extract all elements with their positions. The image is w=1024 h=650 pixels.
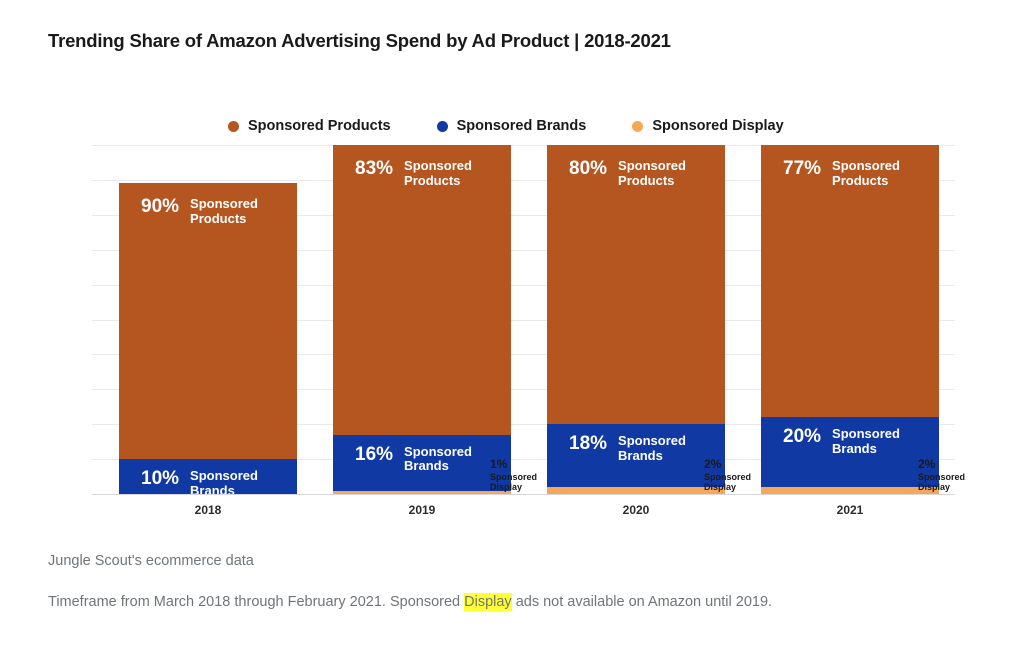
segment-name-label: Sponsored Products <box>190 196 258 226</box>
legend-item-sponsored-products[interactable]: Sponsored Products <box>228 118 391 134</box>
footnote-note-before: Timeframe from March 2018 through Februa… <box>48 594 465 610</box>
display-percent-label: 2% <box>704 457 722 471</box>
bar-segment-sponsored-display[interactable] <box>547 487 725 494</box>
bar-segment-sponsored-display[interactable] <box>333 490 511 494</box>
footnote-note-after: ads not available on Amazon until 2019. <box>511 594 773 610</box>
chart-legend: Sponsored Products Sponsored Brands Spon… <box>228 118 784 134</box>
display-callout-2021: 2% Sponsored Display <box>918 457 980 492</box>
display-name-label: Sponsored Display <box>490 471 538 492</box>
gridline <box>92 389 955 391</box>
gridline <box>92 179 955 181</box>
segment-name-label: Sponsored Brands <box>404 443 472 474</box>
x-axis-tick-label-2018: 2018 <box>194 503 222 517</box>
segment-percent-label: 10% <box>141 468 180 490</box>
bar-segment-sponsored-display[interactable] <box>761 487 939 494</box>
bar-segment-sponsored-products[interactable]: 83% Sponsored Products <box>333 145 511 435</box>
legend-item-sponsored-brands[interactable]: Sponsored Brands <box>436 118 587 134</box>
gridline <box>92 214 955 216</box>
segment-name-label: Sponsored Brands <box>618 433 686 463</box>
legend-dot-icon <box>632 120 644 132</box>
page-title: Trending Share of Amazon Advertising Spe… <box>48 30 671 51</box>
legend-dot-icon <box>436 120 448 132</box>
legend-item-label: Sponsored Brands <box>456 118 587 134</box>
chart-plot-area: 100% 90% 80% 70% 60% 50% 40% 30% 20% 10%… <box>92 145 965 517</box>
segment-percent-label: 20% <box>783 426 822 448</box>
bar-segment-sponsored-brands[interactable]: 20% Sponsored Brands <box>761 417 939 487</box>
segment-percent-label: 18% <box>569 433 608 455</box>
gridline <box>92 319 955 321</box>
segment-name-label: Sponsored Products <box>404 158 472 188</box>
display-callout-2020: 2% Sponsored Display <box>704 457 766 492</box>
legend-item-label: Sponsored Display <box>652 118 784 134</box>
bar-segment-sponsored-products[interactable]: 90% Sponsored Products <box>119 183 297 460</box>
gridline <box>92 249 955 251</box>
x-axis-tick-label-2020: 2020 <box>622 503 650 517</box>
bar-segment-sponsored-brands[interactable]: 16% Sponsored Brands <box>333 434 511 491</box>
display-name-label: Sponsored Display <box>918 471 966 492</box>
x-axis-tick-label-2021: 2021 <box>836 503 864 517</box>
display-name-label: Sponsored Display <box>704 471 752 492</box>
bar-segment-sponsored-products[interactable]: 80% Sponsored Products <box>547 145 725 425</box>
display-percent-label: 1% <box>490 457 508 471</box>
segment-percent-label: 90% <box>141 196 180 218</box>
bar-group-2018[interactable]: 90% Sponsored Products 10% Sponsored Bra… <box>119 183 297 494</box>
bar-group-2020[interactable]: 80% Sponsored Products 18% Sponsored Bra… <box>547 145 725 494</box>
footnote-note-highlight: Display <box>464 593 512 611</box>
bar-group-2019[interactable]: 83% Sponsored Products 16% Sponsored Bra… <box>333 145 511 494</box>
footnote-note: Timeframe from March 2018 through Februa… <box>48 593 773 611</box>
gridline <box>92 354 955 356</box>
bar-segment-sponsored-products[interactable]: 77% Sponsored Products <box>761 145 939 418</box>
segment-percent-label: 16% <box>355 443 394 465</box>
segment-percent-label: 77% <box>783 158 822 180</box>
bar-segment-sponsored-brands[interactable]: 18% Sponsored Brands <box>547 424 725 487</box>
segment-name-label: Sponsored Products <box>618 158 686 188</box>
segment-name-label: Sponsored Brands <box>832 426 900 456</box>
legend-dot-icon <box>228 120 239 132</box>
x-axis-tick-label-2019: 2019 <box>408 503 436 517</box>
gridline <box>92 424 955 426</box>
gridline <box>92 459 955 461</box>
segment-percent-label: 83% <box>355 158 394 180</box>
bar-segment-sponsored-brands[interactable]: 10% Sponsored Brands <box>119 459 297 494</box>
gridline <box>92 145 955 146</box>
display-percent-label: 2% <box>918 457 936 471</box>
axis-baseline <box>92 494 955 495</box>
legend-item-sponsored-display[interactable]: Sponsored Display <box>632 118 784 134</box>
display-callout-2019: 1% Sponsored Display <box>490 457 552 492</box>
segment-name-label: Sponsored Brands <box>190 468 258 494</box>
bar-group-2021[interactable]: 77% Sponsored Products 20% Sponsored Bra… <box>761 145 939 494</box>
footnote-source: Jungle Scout's ecommerce data <box>48 553 254 569</box>
segment-name-label: Sponsored Products <box>832 158 900 188</box>
gridline <box>92 284 955 286</box>
legend-item-label: Sponsored Products <box>248 118 391 134</box>
segment-percent-label: 80% <box>569 158 608 180</box>
